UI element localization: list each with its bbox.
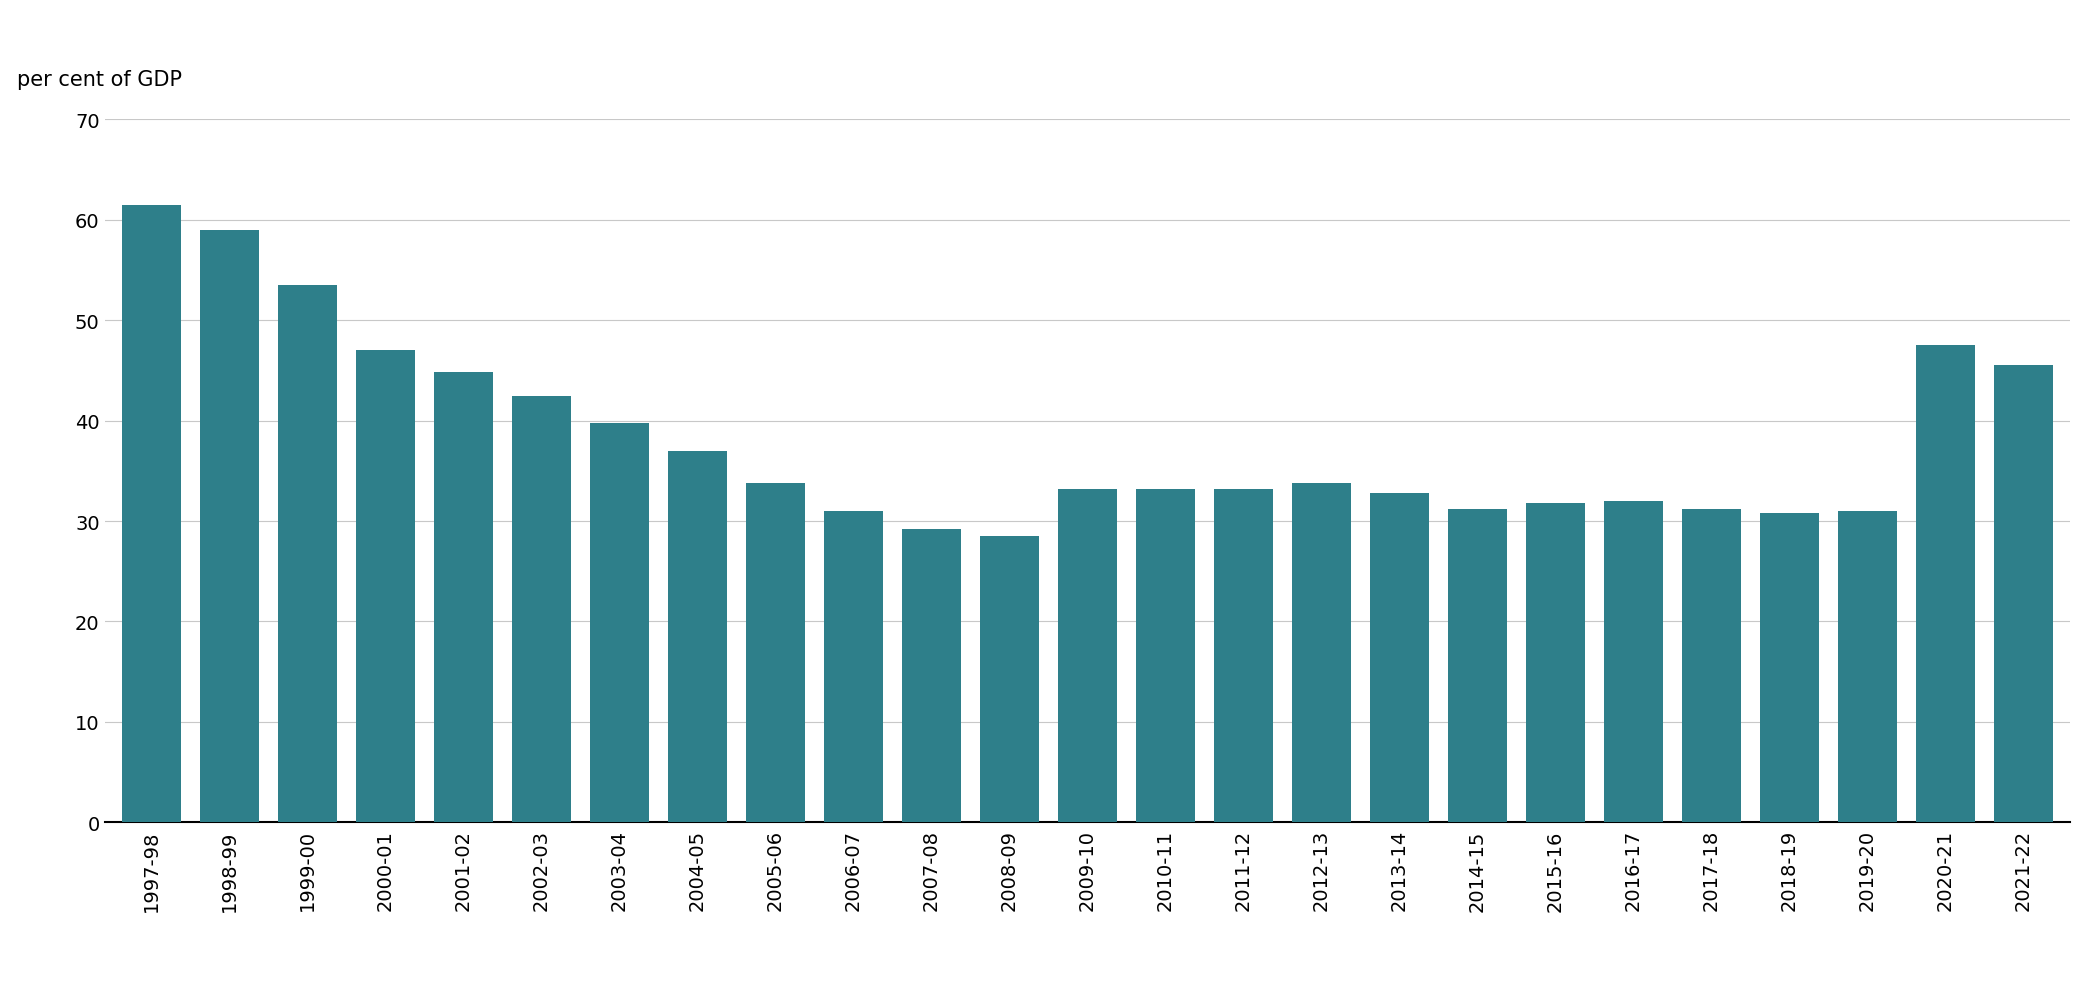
- Bar: [201, 231, 259, 822]
- Bar: [1449, 510, 1506, 822]
- Bar: [824, 512, 882, 822]
- Bar: [669, 451, 726, 822]
- Bar: [746, 483, 805, 822]
- Bar: [1058, 489, 1117, 822]
- Bar: [1370, 493, 1428, 822]
- Bar: [1681, 510, 1740, 822]
- Bar: [355, 351, 414, 822]
- Bar: [1526, 504, 1585, 822]
- Bar: [1292, 483, 1351, 822]
- Bar: [981, 537, 1039, 822]
- Bar: [1915, 346, 1974, 822]
- Bar: [512, 396, 571, 822]
- Text: per cent of GDP: per cent of GDP: [17, 70, 182, 90]
- Bar: [1135, 489, 1194, 822]
- Bar: [1838, 512, 1897, 822]
- Bar: [901, 530, 960, 822]
- Bar: [121, 206, 180, 822]
- Bar: [278, 286, 337, 822]
- Bar: [1995, 366, 2053, 822]
- Bar: [590, 423, 648, 822]
- Bar: [1215, 489, 1273, 822]
- Bar: [435, 373, 493, 822]
- Bar: [1604, 502, 1662, 822]
- Bar: [1761, 514, 1819, 822]
